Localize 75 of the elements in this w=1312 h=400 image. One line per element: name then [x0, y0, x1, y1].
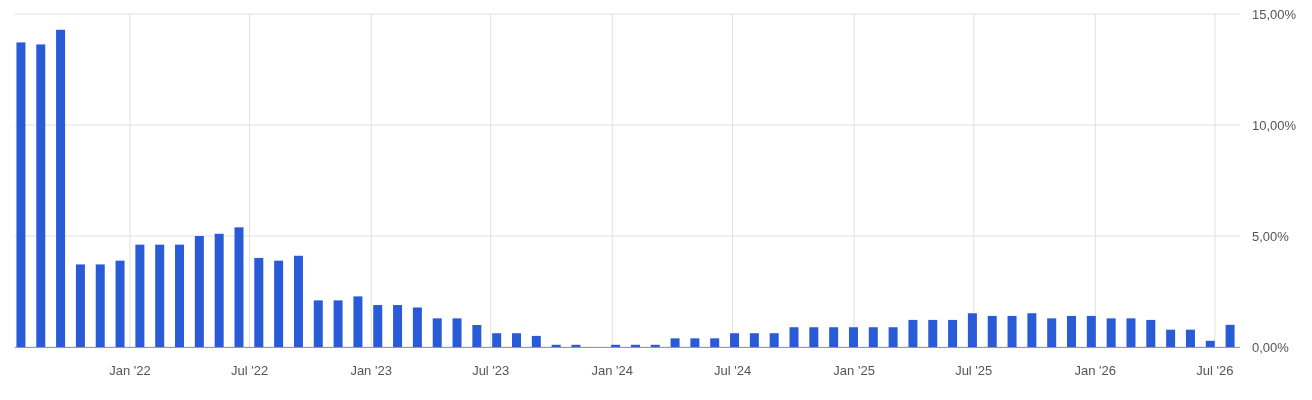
bar — [75, 264, 85, 347]
bar — [115, 260, 125, 347]
x-tick-label: Jul '25 — [955, 363, 993, 378]
bar — [16, 42, 26, 347]
bar — [373, 305, 383, 347]
bar — [254, 257, 264, 347]
bar — [1126, 318, 1136, 347]
bar — [36, 44, 46, 347]
bar — [789, 327, 799, 347]
y-tick-label: 5,00% — [1252, 228, 1290, 244]
bar — [1027, 313, 1037, 347]
bar — [1166, 329, 1176, 347]
bar — [809, 327, 819, 347]
bar — [551, 344, 561, 347]
bar — [393, 305, 403, 347]
x-tick-label: Jan '25 — [833, 363, 875, 378]
x-tick-label: Jul '24 — [713, 363, 752, 378]
x-tick-label: Jan '22 — [109, 363, 151, 378]
bar — [512, 333, 521, 347]
bar — [829, 327, 839, 347]
bar — [908, 319, 918, 347]
bar — [749, 333, 759, 347]
bar — [452, 318, 462, 347]
bar — [928, 319, 938, 347]
bar — [769, 333, 779, 347]
bar — [234, 227, 244, 347]
bar — [333, 300, 343, 347]
x-tick-label: Jan '23 — [350, 363, 392, 378]
bar — [293, 255, 303, 347]
bar — [313, 300, 323, 347]
x-tick-label: Jan '24 — [591, 363, 634, 378]
bar — [1086, 315, 1096, 347]
bar — [611, 344, 621, 347]
bar — [868, 327, 878, 347]
bar — [412, 307, 422, 347]
bar — [1047, 318, 1057, 347]
bar — [1185, 329, 1195, 347]
bar — [155, 244, 165, 347]
x-tick-label: Jul '22 — [230, 363, 269, 378]
bar — [274, 260, 284, 347]
bar — [888, 327, 898, 347]
y-tick-label: 0,00% — [1252, 339, 1290, 355]
bar — [987, 315, 997, 347]
bar — [432, 318, 442, 347]
bar — [967, 313, 977, 347]
bar — [1106, 318, 1116, 347]
bar — [1205, 340, 1215, 347]
bar — [492, 333, 502, 347]
x-tick-label: Jan '26 — [1074, 363, 1117, 378]
bar — [175, 244, 185, 347]
bar — [690, 338, 700, 347]
bar — [95, 264, 105, 347]
bar — [472, 325, 482, 347]
bar — [630, 344, 640, 347]
bar — [1225, 324, 1235, 347]
bar — [1067, 315, 1077, 347]
bar — [670, 338, 680, 347]
bar — [848, 327, 858, 347]
bar — [710, 338, 720, 347]
x-tick-label: Jul '23 — [472, 363, 510, 378]
bar — [730, 333, 740, 347]
y-tick-label: 10,00% — [1252, 117, 1297, 133]
bar — [1146, 319, 1156, 347]
x-tick-label: Jul '26 — [1196, 363, 1234, 378]
bar — [135, 244, 145, 347]
bar — [948, 319, 958, 347]
bar — [571, 344, 581, 347]
bar — [56, 29, 66, 347]
y-tick-label: 15,00% — [1252, 6, 1297, 22]
bar — [214, 233, 224, 347]
bar — [1007, 315, 1017, 347]
bar — [353, 296, 363, 347]
bar — [650, 344, 660, 347]
bar — [194, 236, 204, 347]
bar — [531, 335, 541, 347]
